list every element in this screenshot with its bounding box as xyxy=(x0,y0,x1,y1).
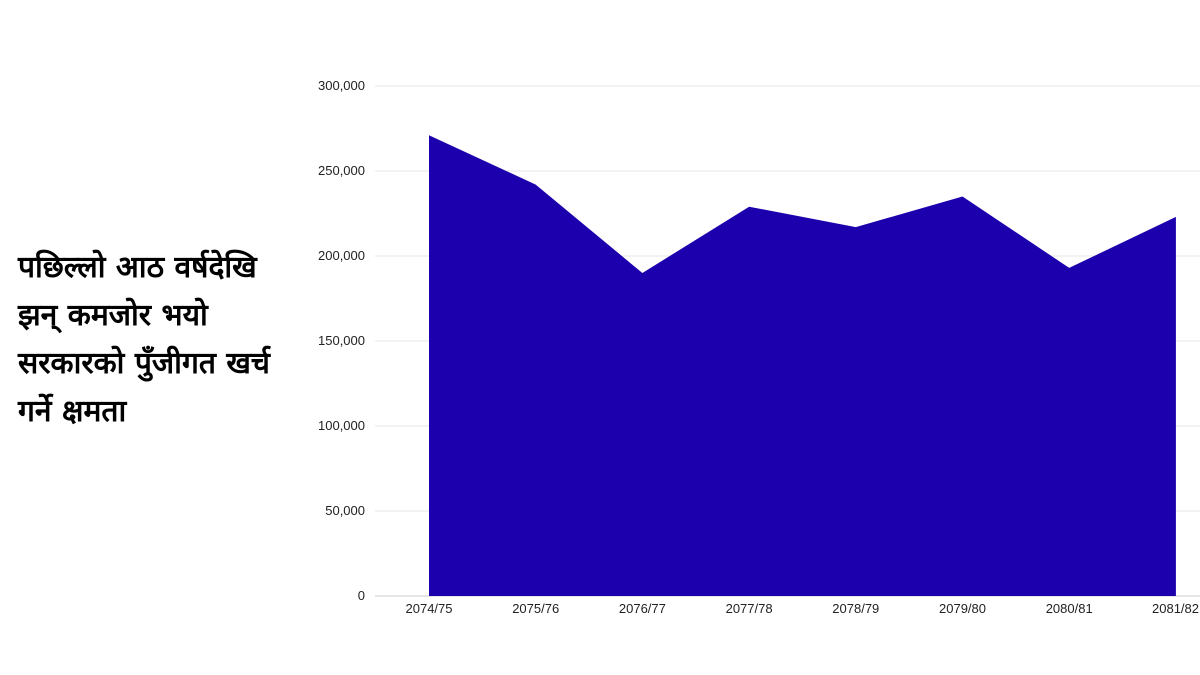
area-series xyxy=(429,135,1176,597)
y-tick-label: 0 xyxy=(358,588,365,603)
x-tick-label: 2074/75 xyxy=(406,601,453,616)
x-tick-label: 2077/78 xyxy=(726,601,773,616)
x-tick-label: 2076/77 xyxy=(619,601,666,616)
x-tick-label: 2081/82 xyxy=(1152,601,1199,616)
y-tick-label: 150,000 xyxy=(318,333,365,348)
headline-line-4: गर्ने क्षमता xyxy=(18,394,127,429)
x-tick-label: 2080/81 xyxy=(1046,601,1093,616)
headline: पछिल्लो आठ वर्षदेखि झन् कमजोर भयो सरकारक… xyxy=(18,244,318,436)
y-tick-label: 250,000 xyxy=(318,163,365,178)
x-tick-label: 2075/76 xyxy=(512,601,559,616)
area-layer xyxy=(429,135,1176,597)
y-tick-label: 100,000 xyxy=(318,418,365,433)
x-tick-label: 2079/80 xyxy=(939,601,986,616)
y-tick-label: 300,000 xyxy=(318,78,365,93)
y-tick-label: 50,000 xyxy=(325,503,365,518)
x-axis: 2074/75 2075/76 2076/77 2077/78 2078/79 2079/… xyxy=(406,601,1200,616)
headline-line-3: सरकारको पुँजीगत खर्च xyxy=(18,346,270,381)
y-axis: 0 50,000 100,000 150,000 200,000 250,000 300,0… xyxy=(318,78,365,603)
headline-line-1: पछिल्लो आठ वर्षदेखि xyxy=(18,250,257,285)
x-tick-label: 2078/79 xyxy=(832,601,879,616)
y-tick-label: 200,000 xyxy=(318,248,365,263)
headline-line-2: झन् कमजोर भयो xyxy=(18,298,208,333)
